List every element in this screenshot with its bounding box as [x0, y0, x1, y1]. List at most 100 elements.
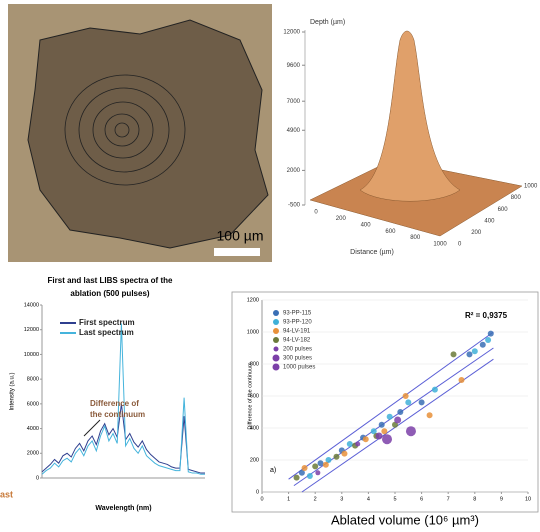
legend-marker: [273, 319, 279, 325]
data-point: [466, 351, 472, 357]
legend-marker: [273, 328, 279, 334]
x-tick-label: 3: [340, 496, 343, 502]
z-tick-label: 12000: [283, 30, 300, 36]
y-tick-label: 1000: [247, 329, 259, 335]
y-tick-label: 0: [458, 242, 462, 248]
x-tick-label: 800: [410, 235, 421, 241]
y-tick-label: 8000: [27, 377, 39, 383]
panel-label: a): [270, 467, 276, 474]
legend-marker: [273, 310, 279, 316]
z-tick-label: 7000: [287, 99, 301, 105]
legend-label: 93-PP-115: [283, 311, 312, 317]
annotation: the continuum: [90, 410, 145, 419]
annotation: R² = 0,9375: [465, 311, 508, 320]
data-point: [451, 351, 457, 357]
data-point: [294, 475, 300, 481]
legend-label: Last spectrum: [79, 328, 134, 337]
data-point: [459, 377, 465, 383]
y-tick-label: 400: [484, 218, 495, 224]
z-tick-label: 4900: [287, 128, 301, 134]
data-point: [376, 433, 383, 440]
data-point: [485, 337, 491, 343]
data-point: [432, 387, 438, 393]
chart-title: ablation (500 pulses): [70, 289, 149, 298]
data-point: [341, 451, 347, 457]
data-point: [406, 426, 416, 436]
y-tick-label: 1000: [524, 184, 538, 190]
x-tick-label: 5: [393, 496, 396, 502]
y-tick-label: 12000: [24, 327, 39, 333]
x-axis-label: Distance (µm): [350, 249, 394, 256]
y-tick-label: 6000: [27, 401, 39, 407]
y-tick-label: 800: [511, 195, 522, 201]
data-point: [394, 417, 401, 424]
legend-marker: [273, 337, 279, 343]
data-point: [363, 436, 369, 442]
y-tick-label: 10000: [24, 352, 39, 358]
cropped-label: ast: [0, 489, 13, 499]
x-tick-label: 1000: [433, 242, 447, 248]
scale-bar: [214, 248, 260, 256]
y-tick-label: 1200: [247, 297, 259, 303]
scale-label: 100 µm: [217, 228, 264, 244]
data-point: [323, 462, 329, 468]
data-point: [381, 428, 387, 434]
z-tick-label: -500: [288, 203, 301, 209]
figure: 100 µm ast Depth (µm)1200096007000490020…: [0, 0, 540, 532]
fit-line: [289, 332, 494, 479]
y-tick-label: 600: [498, 207, 509, 213]
z-tick-label: 2000: [287, 168, 301, 174]
annotation-arrow: [84, 420, 100, 436]
data-point: [312, 463, 318, 469]
data-point: [315, 470, 320, 475]
x-axis-label: Ablated volume (10⁶ µm³): [331, 512, 479, 527]
legend-label: 200 pulses: [283, 347, 312, 353]
data-point: [419, 399, 425, 405]
y-tick-label: 0: [256, 489, 259, 495]
data-point: [355, 442, 360, 447]
x-tick-label: 400: [361, 222, 372, 228]
annotation: Difference of: [90, 399, 139, 408]
legend-label: 94-LV-182: [283, 338, 311, 344]
chart-title: First and last LIBS spectra of the: [48, 276, 173, 285]
data-point: [387, 414, 393, 420]
scatter-frame: [232, 292, 538, 512]
data-point: [480, 342, 486, 348]
y-tick-label: 2000: [27, 451, 39, 457]
data-point: [347, 441, 353, 447]
data-point: [427, 412, 433, 418]
y-axis-label: Difference of the continuum: [247, 362, 253, 430]
x-tick-label: 200: [336, 216, 347, 222]
x-tick-label: 1: [287, 496, 290, 502]
y-tick-label: 4000: [27, 426, 39, 432]
data-point: [333, 454, 339, 460]
x-tick-label: 0: [260, 496, 263, 502]
data-point: [472, 348, 478, 354]
x-tick-label: 6: [420, 496, 423, 502]
x-axis-label: Wavelength (nm): [95, 505, 151, 512]
y-tick-label: 0: [36, 475, 39, 481]
x-tick-label: 8: [473, 496, 476, 502]
x-tick-label: 0: [314, 210, 318, 216]
data-point: [397, 409, 403, 415]
z-axis-label: Depth (µm): [310, 19, 345, 26]
x-tick-label: 10: [525, 496, 531, 502]
y-tick-label: 200: [471, 230, 482, 236]
data-point: [405, 399, 411, 405]
y-tick-label: 14000: [24, 302, 39, 308]
surface-peak: [360, 31, 460, 201]
data-point: [382, 434, 392, 444]
micrograph: 100 µm: [8, 4, 272, 262]
data-point: [307, 473, 313, 479]
surface-plot: [305, 30, 522, 236]
ablation-crater: [28, 20, 268, 248]
data-point: [379, 422, 385, 428]
legend-label: 93-PP-120: [283, 320, 312, 326]
x-tick-label: 7: [447, 496, 450, 502]
legend-label: 94-LV-191: [283, 329, 311, 335]
data-point: [488, 331, 494, 337]
legend-label: 1000 pulses: [283, 365, 315, 371]
legend-label: First spectrum: [79, 318, 135, 327]
legend-marker: [273, 355, 280, 362]
legend-label: 300 pulses: [283, 356, 312, 362]
